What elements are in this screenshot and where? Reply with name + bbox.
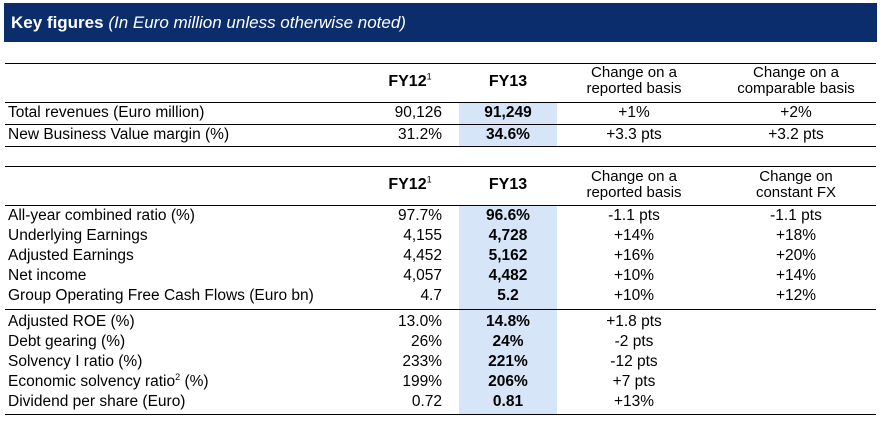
row-fy13-value: 5,162 [488, 247, 528, 264]
row-change-constant-fx: +18% [775, 227, 817, 244]
row-fy12-value: 199% [402, 373, 442, 390]
table2-top-rule [5, 166, 876, 167]
table1-header-fy13: FY13 [488, 73, 528, 90]
row-fy13-value: 206% [488, 373, 528, 390]
row-change-constant-fx: +12% [775, 287, 817, 304]
title-main: Key figures [11, 13, 104, 32]
row-label: Group Operating Free Cash Flows (Euro bn… [8, 287, 314, 304]
row-fy12-value: 26% [410, 333, 442, 350]
row-fy13-value: 0.81 [492, 393, 524, 410]
row-fy12-value: 90,126 [394, 104, 442, 121]
row-label: Debt gearing (%) [8, 333, 126, 350]
row-label: Underlying Earnings [8, 227, 148, 244]
row-label: Solvency I ratio (%) [8, 353, 143, 370]
row-change-reported: +14% [613, 227, 655, 244]
row-fy12-value: 97.7% [398, 207, 442, 224]
title-subtitle: (In Euro million unless otherwise noted) [108, 13, 406, 32]
row-fy13-value: 24% [492, 333, 524, 350]
row-label: Adjusted Earnings [8, 247, 134, 264]
table1-header-comparable: Change on a comparable basis [737, 64, 855, 97]
table2-header-fy12: FY121 [388, 174, 432, 193]
table2-bottom-rule [5, 414, 876, 415]
table2-header-fy13: FY13 [488, 176, 528, 193]
row-label: Economic solvency ratio2 (%) [8, 371, 209, 390]
row-label: New Business Value margin (%) [8, 126, 230, 143]
row-change-comparable: +3.2 pts [768, 126, 824, 143]
row-change-reported: +10% [613, 267, 655, 284]
row-change-reported: +1.8 pts [606, 313, 662, 330]
table1-header-fy12: FY121 [388, 71, 432, 90]
table2-group-rule [5, 309, 876, 310]
row-fy12-value: 4,452 [403, 247, 442, 264]
table1-top-rule [5, 63, 876, 64]
row-change-reported: +1% [618, 104, 650, 121]
table1-header-rule [5, 102, 876, 103]
row-fy12-value: 31.2% [398, 126, 442, 143]
fy13-highlight-table2 [459, 206, 557, 414]
row-fy13-value: 96.6% [486, 207, 530, 224]
row-fy12-value: 4,057 [403, 267, 442, 284]
row-label: Dividend per share (Euro) [8, 393, 186, 410]
row-change-reported: +7 pts [612, 373, 656, 390]
row-label: Adjusted ROE (%) [8, 313, 135, 330]
row-change-reported: +10% [613, 287, 655, 304]
row-change-reported: +3.3 pts [606, 126, 662, 143]
row-change-reported: -12 pts [610, 353, 658, 370]
row-label: Net income [8, 267, 87, 284]
row-change-constant-fx: +14% [775, 267, 817, 284]
row-change-comparable: +2% [780, 104, 812, 121]
row-change-reported: +13% [613, 393, 655, 410]
row-change-reported: -2 pts [614, 333, 654, 350]
row-fy12-value: 13.0% [398, 313, 442, 330]
row-fy12-value: 233% [402, 353, 442, 370]
row-fy13-value: 34.6% [486, 126, 530, 143]
row-fy13-value: 4,482 [488, 267, 528, 284]
row-label: All-year combined ratio (%) [8, 207, 195, 224]
row-fy13-value: 4,728 [488, 227, 528, 244]
row-change-constant-fx: +20% [775, 247, 817, 264]
row-fy12-value: 0.72 [411, 393, 442, 410]
table2-header-rule [5, 205, 876, 206]
row-label: Total revenues (Euro million) [8, 104, 205, 121]
row-fy12-value: 4.7 [420, 287, 442, 304]
row-change-reported: +16% [613, 247, 655, 264]
row-change-reported: -1.1 pts [608, 207, 660, 224]
table2-header-constant-fx: Change on constant FX [755, 168, 837, 201]
table2-header-reported: Change on a reported basis [586, 168, 682, 201]
row-fy13-value: 5.2 [497, 287, 519, 304]
row-fy13-value: 221% [488, 353, 528, 370]
row-fy13-value: 14.8% [486, 313, 530, 330]
fy13-highlight-table1 [459, 103, 557, 147]
table1-bottom-rule [5, 146, 876, 147]
table1-header-reported: Change on a reported basis [586, 64, 682, 97]
table1-row-rule [5, 124, 876, 125]
row-fy12-value: 4,155 [403, 227, 442, 244]
row-fy13-value: 91,249 [484, 104, 532, 121]
title-bar: Key figures (In Euro million unless othe… [4, 3, 877, 42]
row-change-constant-fx: -1.1 pts [770, 207, 822, 224]
